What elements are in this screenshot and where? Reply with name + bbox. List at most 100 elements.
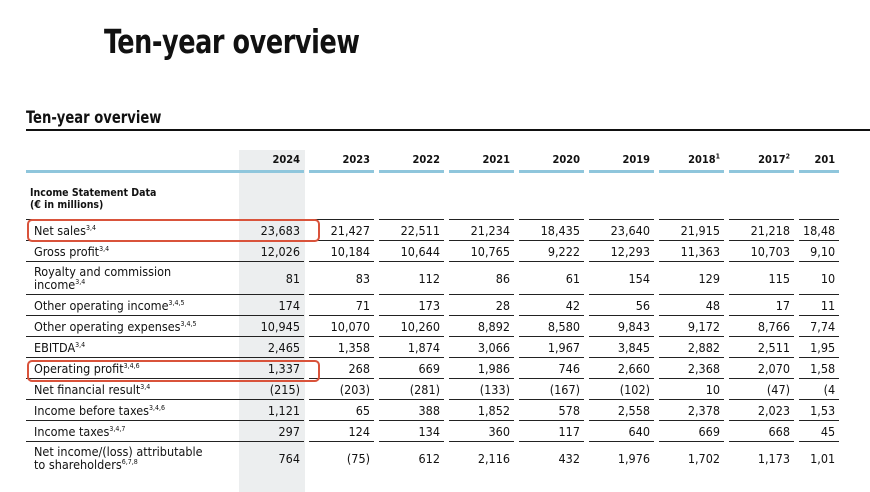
value-cell: (215) [234, 378, 304, 400]
table-row: Other operating expenses3,4,5 10,945 10,07… [26, 315, 840, 337]
value-cell: 2,116 [449, 441, 514, 474]
year-label: 2024 [272, 152, 300, 166]
value-cell: 1,121 [234, 399, 304, 421]
value-cell: 115 [729, 261, 794, 295]
value-cell: 56 [589, 294, 654, 316]
value-cell: 45 [799, 420, 840, 442]
row-label-header [26, 148, 234, 173]
table-row: Other operating income3,4,5 174 71 173 28 42 5… [26, 294, 840, 316]
row-label-text: Other operating expenses [34, 318, 181, 334]
value-cell: 1,173 [729, 441, 794, 474]
value-cell: 10 [659, 378, 724, 400]
value-cell: 9,10 [799, 240, 840, 262]
value-cell: 21,218 [729, 219, 794, 241]
year-header: 201 [799, 148, 840, 173]
value-cell: (281) [379, 378, 444, 400]
row-footnote: 3,4,6 [149, 403, 166, 412]
value-cell: 112 [379, 261, 444, 295]
row-label-text: Net income/(loss) attributable [34, 444, 203, 459]
year-header: 2019 [589, 148, 654, 173]
value-cell: 42 [519, 294, 584, 316]
operating-profit-highlight-box [27, 360, 320, 382]
value-cell: 9,222 [519, 240, 584, 262]
value-cell: 12,026 [234, 240, 304, 262]
year-header: 2023 [309, 148, 374, 173]
year-header: 2024 [234, 148, 304, 173]
value-cell: 297 [234, 420, 304, 442]
value-cell: (75) [309, 441, 374, 474]
row-label: Income before taxes3,4,6 [26, 399, 234, 421]
row-footnote: 6,7,8 [121, 457, 138, 466]
value-cell: 117 [519, 420, 584, 442]
value-cell: 8,580 [519, 315, 584, 337]
row-label-text: Gross profit [34, 243, 100, 259]
row-label-text: Income before taxes [34, 402, 150, 418]
value-cell: 10,070 [309, 315, 374, 337]
value-cell: 2,465 [234, 336, 304, 358]
value-cell: 1,986 [449, 357, 514, 379]
row-footnote: 3,4 [85, 223, 96, 232]
group-subtitle: (€ in millions) [30, 199, 104, 211]
year-header: 20172 [729, 148, 794, 173]
row-label: EBITDA3,4 [26, 336, 234, 358]
value-cell: 432 [519, 441, 584, 474]
value-cell: 17 [729, 294, 794, 316]
value-cell: 8,766 [729, 315, 794, 337]
value-cell: 669 [659, 420, 724, 442]
value-cell: 1,53 [799, 399, 840, 421]
value-cell: 2,660 [589, 357, 654, 379]
row-label-text-line2: to shareholders [34, 457, 122, 472]
table-row: Net income/(loss) attributable to shareho… [26, 441, 840, 474]
value-cell: 388 [379, 399, 444, 421]
year-header: 2022 [379, 148, 444, 173]
value-cell: (102) [589, 378, 654, 400]
income-statement-group: Income Statement Data (€ in millions) [26, 183, 839, 215]
row-footnote: 3,4,5 [168, 298, 185, 307]
value-cell: 173 [379, 294, 444, 316]
year-label: 201 [814, 152, 836, 166]
value-cell: 12,293 [589, 240, 654, 262]
year-label: 2017 [758, 152, 786, 166]
value-cell: (4 [799, 378, 840, 400]
value-cell: 61 [519, 261, 584, 295]
row-footnote: 3,4,5 [180, 319, 197, 328]
value-cell: 7,74 [799, 315, 840, 337]
table-row: EBITDA3,4 2,465 1,358 1,874 3,066 1,967 3,845 2… [26, 336, 840, 358]
value-cell: 10,184 [309, 240, 374, 262]
row-label-text: Operating profit [34, 360, 124, 376]
row-label: Other operating expenses3,4,5 [26, 315, 234, 337]
row-label-text: Income taxes [34, 423, 110, 439]
value-cell: 174 [234, 294, 304, 316]
value-cell: 18,48 [799, 219, 840, 241]
value-cell: (133) [449, 378, 514, 400]
value-cell: (47) [729, 378, 794, 400]
value-cell: 2,368 [659, 357, 724, 379]
value-cell: 21,234 [449, 219, 514, 241]
row-label-text: Net financial result [34, 381, 141, 397]
value-cell: 268 [309, 357, 374, 379]
net-sales-highlight-box [27, 219, 320, 242]
year-header: 20181 [659, 148, 724, 173]
table-row: Net financial result3,4 (215) (203) (281) (1… [26, 378, 840, 400]
value-cell: 124 [309, 420, 374, 442]
row-label-text: EBITDA [34, 339, 76, 355]
table-row: Operating profit3,4,6 1,337 268 669 1,986 746… [26, 357, 840, 379]
row-label: Royalty and commission income3,4 [26, 261, 234, 295]
row-label-text: Other operating income [34, 297, 169, 313]
title-rule [26, 129, 870, 131]
value-cell: 612 [379, 441, 444, 474]
value-cell: 1,967 [519, 336, 584, 358]
value-cell: 10,260 [379, 315, 444, 337]
row-label-text-line2: income [34, 277, 76, 292]
value-cell: 10 [799, 261, 840, 295]
page-title: Ten-year overview [104, 22, 360, 61]
value-cell: 10,703 [729, 240, 794, 262]
row-label: Operating profit3,4,6 [26, 357, 234, 379]
group-title: Income Statement Data [30, 187, 157, 199]
year-label: 2021 [482, 152, 510, 166]
value-cell: 1,01 [799, 441, 840, 474]
row-footnote: 3,4 [75, 340, 86, 349]
value-cell: 668 [729, 420, 794, 442]
value-cell: 65 [309, 399, 374, 421]
year-footnote: 2 [785, 151, 790, 160]
